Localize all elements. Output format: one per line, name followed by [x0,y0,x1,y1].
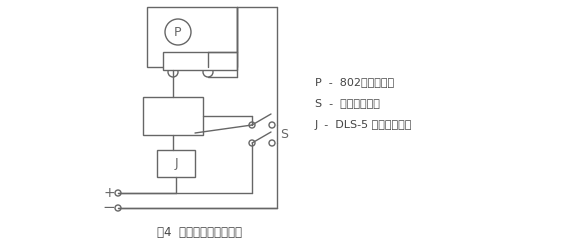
Text: J: J [174,158,178,170]
Text: S  -  双刀双掷开关: S - 双刀双掷开关 [315,98,380,108]
Text: J  -  DLS-5 双位置继电器: J - DLS-5 双位置继电器 [315,120,412,130]
Bar [157,150,195,177]
Text: +: + [103,186,115,200]
Bar [143,97,203,135]
Text: 图4  动作时间检验线路图: 图4 动作时间检验线路图 [158,226,242,239]
Text: P  -  802数字毫秒表: P - 802数字毫秒表 [315,77,394,87]
Bar [163,52,237,70]
Text: −: − [103,201,116,216]
Text: P: P [174,26,182,38]
Text: S: S [280,127,288,141]
Bar [147,7,237,67]
